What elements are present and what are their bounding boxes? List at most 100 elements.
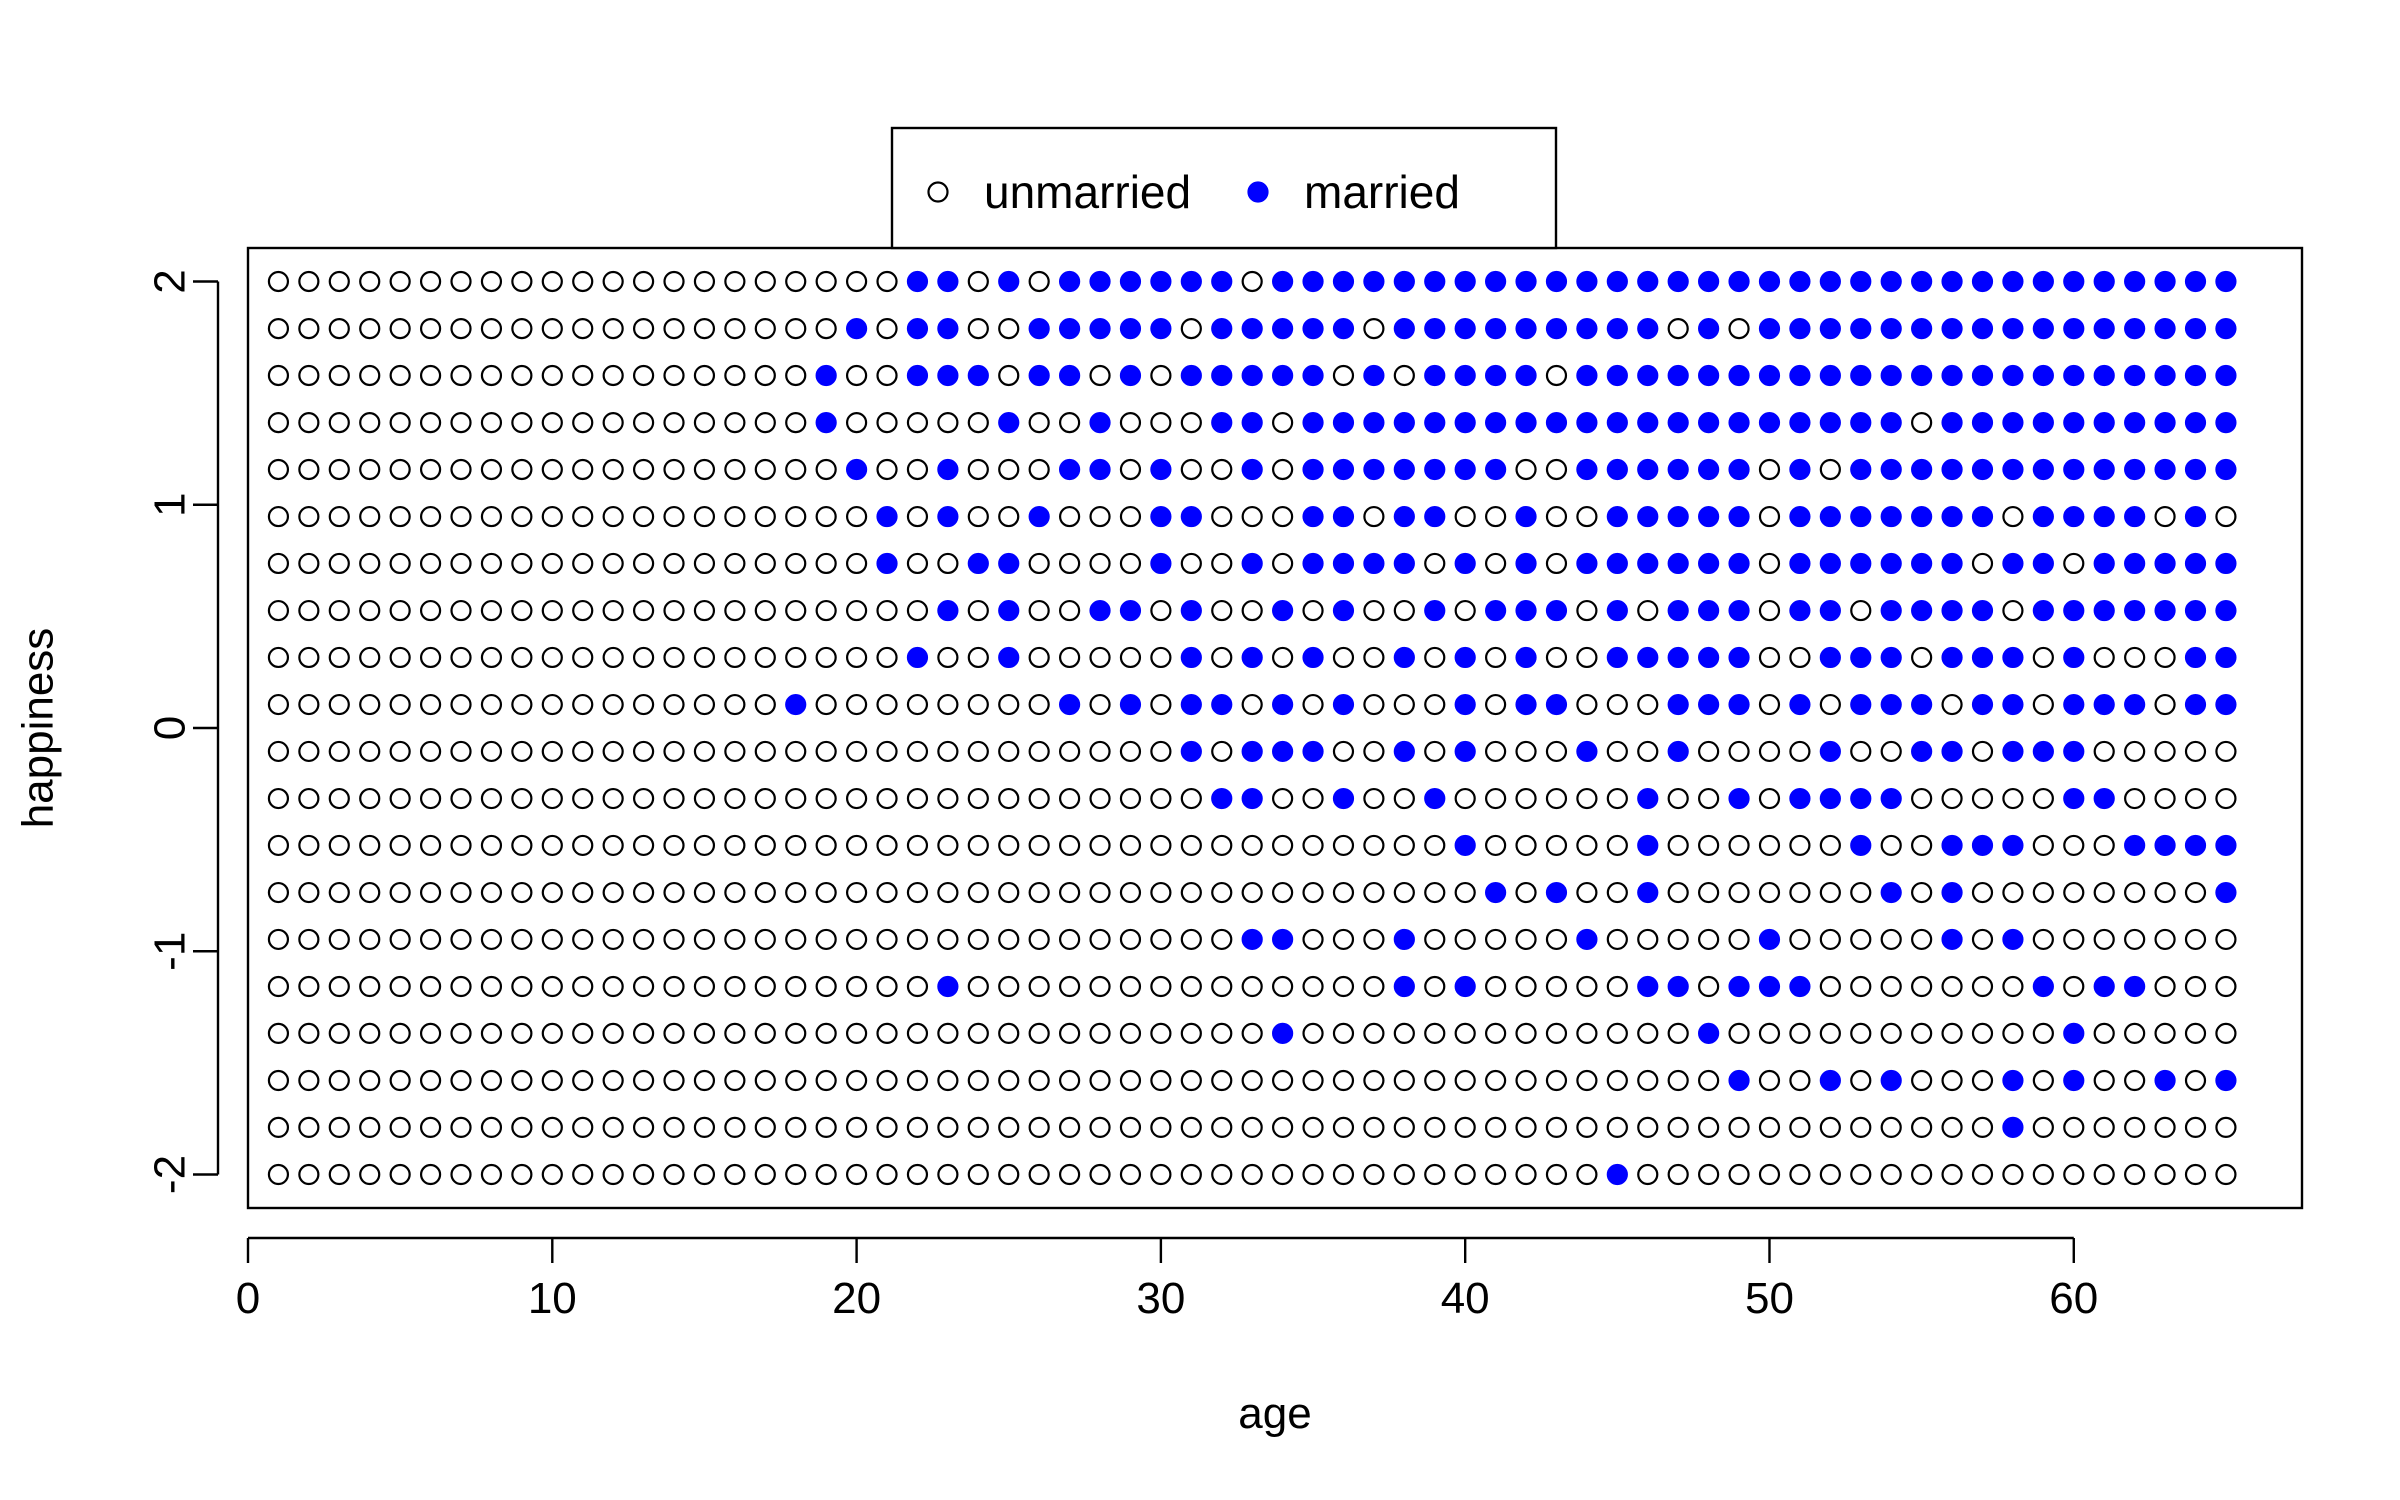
- point-unmarried: [1485, 1022, 1507, 1045]
- point-unmarried: [2154, 975, 2176, 998]
- point-married: [2093, 552, 2115, 575]
- legend-marker-married: [1247, 181, 1269, 203]
- point-unmarried: [1667, 1116, 1689, 1139]
- point-unmarried: [1028, 1022, 1050, 1045]
- point-unmarried: [511, 693, 533, 716]
- point-married: [1363, 552, 1385, 575]
- point-unmarried: [480, 928, 503, 951]
- point-unmarried: [967, 646, 989, 669]
- point-unmarried: [1150, 411, 1172, 434]
- point-unmarried: [1758, 1163, 1781, 1186]
- point-unmarried: [1485, 1116, 1507, 1139]
- point-unmarried: [602, 881, 624, 904]
- point-unmarried: [1485, 834, 1507, 857]
- point-unmarried: [1089, 975, 1111, 998]
- point-married: [1211, 787, 1233, 810]
- point-unmarried: [1454, 881, 1476, 904]
- point-married: [1880, 552, 1902, 575]
- point-married: [1393, 318, 1415, 340]
- point-unmarried: [2032, 646, 2054, 669]
- point-unmarried: [2215, 1163, 2237, 1186]
- point-unmarried: [876, 270, 898, 293]
- point-unmarried: [572, 693, 594, 716]
- point-unmarried: [1758, 1069, 1781, 1092]
- point-unmarried: [1089, 1022, 1111, 1045]
- point-unmarried: [1180, 834, 1202, 857]
- point-unmarried: [2184, 928, 2207, 951]
- point-unmarried: [693, 881, 716, 904]
- point-unmarried: [2002, 1022, 2024, 1045]
- point-unmarried: [359, 928, 381, 951]
- point-unmarried: [328, 646, 350, 669]
- point-unmarried: [815, 881, 837, 904]
- point-unmarried: [785, 928, 807, 951]
- point-unmarried: [359, 599, 381, 622]
- point-married: [2002, 693, 2024, 716]
- point-unmarried: [1363, 693, 1385, 716]
- point-unmarried: [845, 787, 868, 810]
- point-married: [1698, 693, 1720, 716]
- point-unmarried: [998, 975, 1020, 998]
- point-unmarried: [1180, 975, 1202, 998]
- point-unmarried: [480, 881, 503, 904]
- point-unmarried: [511, 1116, 533, 1139]
- point-unmarried: [389, 552, 411, 575]
- point-married: [1058, 270, 1081, 293]
- point-married: [937, 505, 959, 528]
- point-married: [1880, 881, 1902, 904]
- point-unmarried: [1698, 740, 1720, 763]
- point-unmarried: [1089, 1069, 1111, 1092]
- point-unmarried: [359, 975, 381, 998]
- point-married: [1241, 411, 1263, 434]
- point-unmarried: [2093, 1163, 2115, 1186]
- point-unmarried: [298, 318, 320, 340]
- point-unmarried: [1332, 881, 1355, 904]
- point-married: [1180, 693, 1202, 716]
- point-unmarried: [1941, 693, 1963, 716]
- point-unmarried: [693, 552, 716, 575]
- point-married: [1880, 787, 1902, 810]
- point-married: [1302, 364, 1324, 387]
- point-unmarried: [2124, 1069, 2146, 1092]
- point-married: [1606, 364, 1628, 387]
- point-married: [2093, 458, 2115, 481]
- point-married: [1576, 928, 1598, 951]
- point-married: [937, 599, 959, 622]
- point-married: [1606, 318, 1628, 340]
- point-married: [1758, 364, 1781, 387]
- point-unmarried: [906, 1116, 929, 1139]
- point-unmarried: [1606, 1116, 1628, 1139]
- point-married: [1485, 270, 1507, 293]
- point-married: [1971, 364, 1994, 387]
- point-married: [1667, 740, 1689, 763]
- point-unmarried: [2154, 881, 2176, 904]
- point-unmarried: [632, 740, 655, 763]
- x-tick-label: 30: [1136, 1274, 1185, 1323]
- point-married: [1363, 364, 1385, 387]
- legend-label-married: married: [1304, 166, 1460, 218]
- point-unmarried: [1698, 1116, 1720, 1139]
- point-unmarried: [1941, 1116, 1963, 1139]
- point-unmarried: [1119, 411, 1142, 434]
- point-married: [1332, 318, 1355, 340]
- point-married: [1424, 364, 1446, 387]
- point-married: [1941, 505, 1963, 528]
- point-married: [2215, 364, 2237, 387]
- point-married: [2093, 411, 2115, 434]
- point-unmarried: [1180, 787, 1202, 810]
- point-unmarried: [2215, 928, 2237, 951]
- point-unmarried: [724, 1022, 746, 1045]
- point-married: [1515, 364, 1537, 387]
- point-unmarried: [541, 505, 563, 528]
- point-unmarried: [1332, 364, 1355, 387]
- point-unmarried: [2124, 740, 2146, 763]
- point-married: [1911, 458, 1933, 481]
- point-unmarried: [1089, 646, 1111, 669]
- point-married: [2184, 834, 2207, 857]
- point-unmarried: [1119, 1163, 1142, 1186]
- point-married: [1606, 552, 1628, 575]
- point-unmarried: [1515, 881, 1537, 904]
- point-married: [1880, 458, 1902, 481]
- point-unmarried: [1089, 693, 1111, 716]
